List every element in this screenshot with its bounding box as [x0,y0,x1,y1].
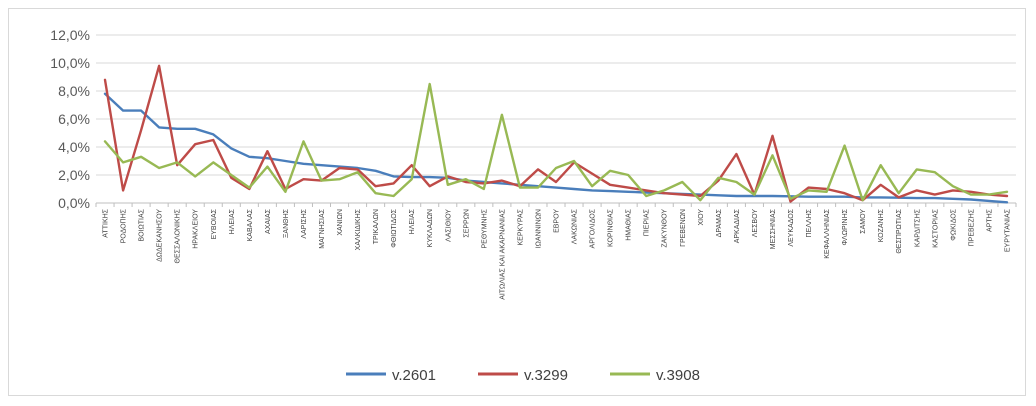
x-category-label: ΑΧΑΙΑΣ [265,208,272,234]
x-category-label: ΘΕΣΠΡΩΤΙΑΣ [896,208,903,253]
x-category-label: ΑΡΚΑΔΙΑΣ [734,208,741,243]
x-category-label: ΚΕΦΑΛΛΗΝΙΑΣ [824,208,831,258]
x-category-label: ΕΥΡΥΤΑΝΙΑΣ [1004,208,1011,252]
y-tick-label: 6,0% [58,111,90,127]
x-category-label: ΦΩΚΙΔΟΣ [950,208,957,240]
x-category-label: ΠΕΛΛΗΣ [806,208,813,237]
x-category-label: ΑΡΓΟΛΙΔΟΣ [590,208,597,248]
x-axis [95,202,1017,207]
y-tick-label: 0,0% [58,195,90,211]
x-category-label: ΗΛΕΙΑΣ [229,208,236,234]
x-category-label: ΠΡΕΒΕΖΗΣ [968,208,975,246]
x-category-label: ΙΩΑΝΝΙΝΩΝ [535,209,542,248]
x-category-label: ΚΟΖΑΝΗΣ [878,208,885,242]
x-category-label: ΚΕΡΚΥΡΑΣ [517,208,524,245]
x-category-label: ΜΕΣΣΗΝΙΑΣ [770,208,777,249]
x-category-label: ΒΟΙΩΤΙΑΣ [139,208,146,241]
legend-label: v.3299 [524,367,568,384]
x-category-label: ΑΡΤΗΣ [986,208,993,232]
legend: v.2601 v.3299 v.3908 [346,367,700,384]
x-category-label: ΚΥΚΛΑΔΩΝ [427,209,434,247]
x-category-label: ΗΡΑΚΛΕΙΟΥ [193,209,200,249]
x-category-label: ΛΑΚΩΝΙΑΣ [572,208,579,244]
x-category-label: ΚΑΡΔΙΤΣΗΣ [914,208,921,247]
x-category-label: ΣΕΡΡΩΝ [463,209,470,238]
x-category-label: ΖΑΚΥΝΘΟΥ [662,209,669,248]
series-lines [103,64,1009,204]
y-tick-label: 8,0% [58,83,90,99]
x-category-label: ΗΛΕΙΑΣ [409,208,416,234]
x-category-label: ΓΡΕΒΕΝΩΝ [680,209,687,247]
x-category-label: ΛΕΥΚΑΔΟΣ [788,208,795,246]
y-tick-label: 10,0% [50,55,90,71]
x-category-label: ΤΡΙΚΑΛΩΝ [373,209,380,244]
series-line-v.2601 [103,92,1009,204]
x-category-label: ΔΩΔΕΚΑΝΗΣΟΥ [157,209,164,262]
chart-frame [8,8,1026,396]
x-category-label: ΘΕΣΣΑΛΟΝΙΚΗΣ [175,208,182,263]
x-category-label: ΚΑΒΑΛΑΣ [247,208,254,241]
x-category-label: ΔΡΑΜΑΣ [716,208,723,237]
x-category-label: ΞΑΝΘΗΣ [283,208,290,238]
x-category-label: ΡΕΘΥΜΝΗΣ [481,208,488,248]
x-category-label: ΑΙΤΩΛΙΑΣ ΚΑΙ ΑΚΑΡΝΑΝΙΑΣ [499,208,506,299]
x-category-label: ΛΕΣΒΟΥ [752,209,759,238]
x-axis-category-labels: ΑΤΤΙΚΗΣ ΡΟΔΟΠΗΣ ΒΟΙΩΤΙΑΣ ΔΩΔΕΚΑΝΗΣΟΥ ΘΕΣΣΑΛΟ… [103,208,1012,299]
legend-label: v.2601 [392,367,436,384]
x-category-label: ΦΘΙΩΤΙΔΟΣ [391,208,398,247]
x-category-label: ΡΟΔΟΠΗΣ [121,208,128,243]
x-category-label: ΚΟΡΙΝΘΙΑΣ [608,208,615,247]
x-category-label: ΧΙΟΥ [698,209,705,226]
series-line-v.3908 [103,82,1009,202]
x-category-label: ΠΙΕΡΙΑΣ [644,208,651,236]
y-tick-label: 2,0% [58,167,90,183]
x-category-label: ΛΑΣΙΘΙΟΥ [445,209,452,242]
x-category-label: ΣΑΜΟΥ [860,209,867,234]
legend-label: v.3908 [656,367,700,384]
y-tick-label: 12,0% [50,27,90,43]
x-category-label: ΦΛΩΡΙΝΗΣ [842,208,849,245]
x-category-label: ΗΜΑΘΙΑΣ [626,208,633,240]
gridlines [96,34,1016,176]
x-category-label: ΧΑΝΙΩΝ [337,209,344,236]
x-category-label: ΚΑΣΤΟΡΙΑΣ [932,208,939,248]
x-category-label: ΧΑΛΚΙΔΙΚΗΣ [355,208,362,250]
x-category-label: ΜΑΓΝΗΣΙΑΣ [319,208,326,248]
x-category-label: ΕΒΡΟΥ [554,209,561,233]
x-category-label: ΑΤΤΙΚΗΣ [103,208,110,237]
y-tick-label: 4,0% [58,139,90,155]
y-axis-ticks: 0,0% 2,0% 4,0% 6,0% 8,0% 10,0% 12,0% [50,27,90,211]
series-line-v.3299 [103,64,1009,203]
x-category-label: ΕΥΒΟΙΑΣ [211,208,218,239]
x-category-label: ΛΑΡΙΣΗΣ [301,208,308,238]
